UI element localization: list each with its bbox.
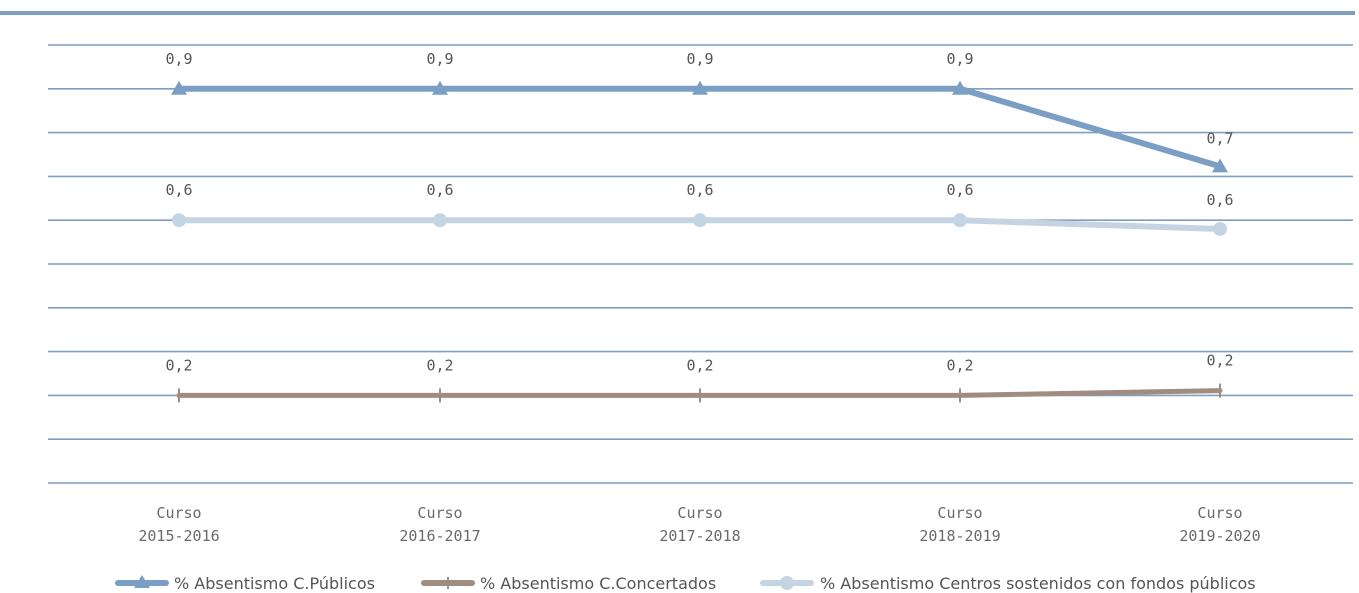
x-axis-ticks: Curso 2015-2016 Curso 2016-2017 Curso 2017-20…	[138, 504, 1260, 545]
data-label: 0,9	[686, 50, 713, 68]
data-label: 0,2	[946, 356, 973, 374]
x-tick-label: Curso 2015-2016	[138, 504, 219, 545]
data-label: 0,2	[1206, 352, 1233, 370]
legend-item: % Absentismo C.Concertados	[421, 574, 716, 593]
x-tick-label: Curso 2017-2018	[659, 504, 740, 545]
triangle-marker	[171, 80, 187, 95]
circle-marker	[1213, 221, 1227, 236]
circle-marker	[172, 213, 186, 228]
data-label: 0,9	[165, 50, 192, 68]
data-label: 0,6	[686, 181, 713, 199]
legend-label: % Absentismo C.Concertados	[480, 574, 716, 593]
series-1	[171, 80, 1228, 173]
data-label: 0,2	[426, 356, 453, 374]
legend-item: % Absentismo C.Públicos	[115, 574, 375, 593]
circle-marker	[433, 213, 447, 228]
triangle-marker	[432, 80, 448, 95]
triangle-icon	[134, 575, 150, 588]
gridlines	[48, 44, 1353, 484]
series-line	[176, 85, 1223, 170]
triangle-marker	[1212, 158, 1228, 173]
data-label: 0,6	[1206, 191, 1233, 209]
data-label: 0,6	[165, 181, 192, 199]
x-tick-label: Curso 2016-2017	[399, 504, 480, 545]
legend-label: % Absentismo Centros sostenidos con fond…	[820, 574, 1256, 593]
legend: % Absentismo C.Públicos % Absentismo C.Co…	[115, 574, 1256, 593]
triangle-marker	[952, 80, 968, 95]
data-label: 0,2	[686, 356, 713, 374]
data-label: 0,9	[946, 50, 973, 68]
data-labels: 0,9 0,9 0,9 0,9 0,7 0,2 0,2 0,2 0,2 0,2 0,6 0,6 0,6 0…	[165, 50, 1233, 375]
series-layer	[171, 80, 1228, 403]
data-label: 0,6	[426, 181, 453, 199]
x-tick-label: Curso 2018-2019	[919, 504, 1000, 545]
circle-marker	[953, 213, 967, 228]
circle-marker	[693, 213, 707, 228]
data-label: 0,7	[1206, 129, 1233, 147]
legend-item: % Absentismo Centros sostenidos con fond…	[760, 574, 1256, 593]
data-label: 0,6	[946, 181, 973, 199]
legend-label: % Absentismo C.Públicos	[174, 574, 375, 593]
data-label: 0,2	[165, 356, 192, 374]
x-tick-label: Curso 2019-2020	[1179, 504, 1260, 545]
series-2	[176, 383, 1223, 403]
circle-icon	[780, 576, 794, 590]
triangle-marker	[692, 80, 708, 95]
data-label: 0,9	[426, 50, 453, 68]
series-3	[172, 213, 1227, 236]
